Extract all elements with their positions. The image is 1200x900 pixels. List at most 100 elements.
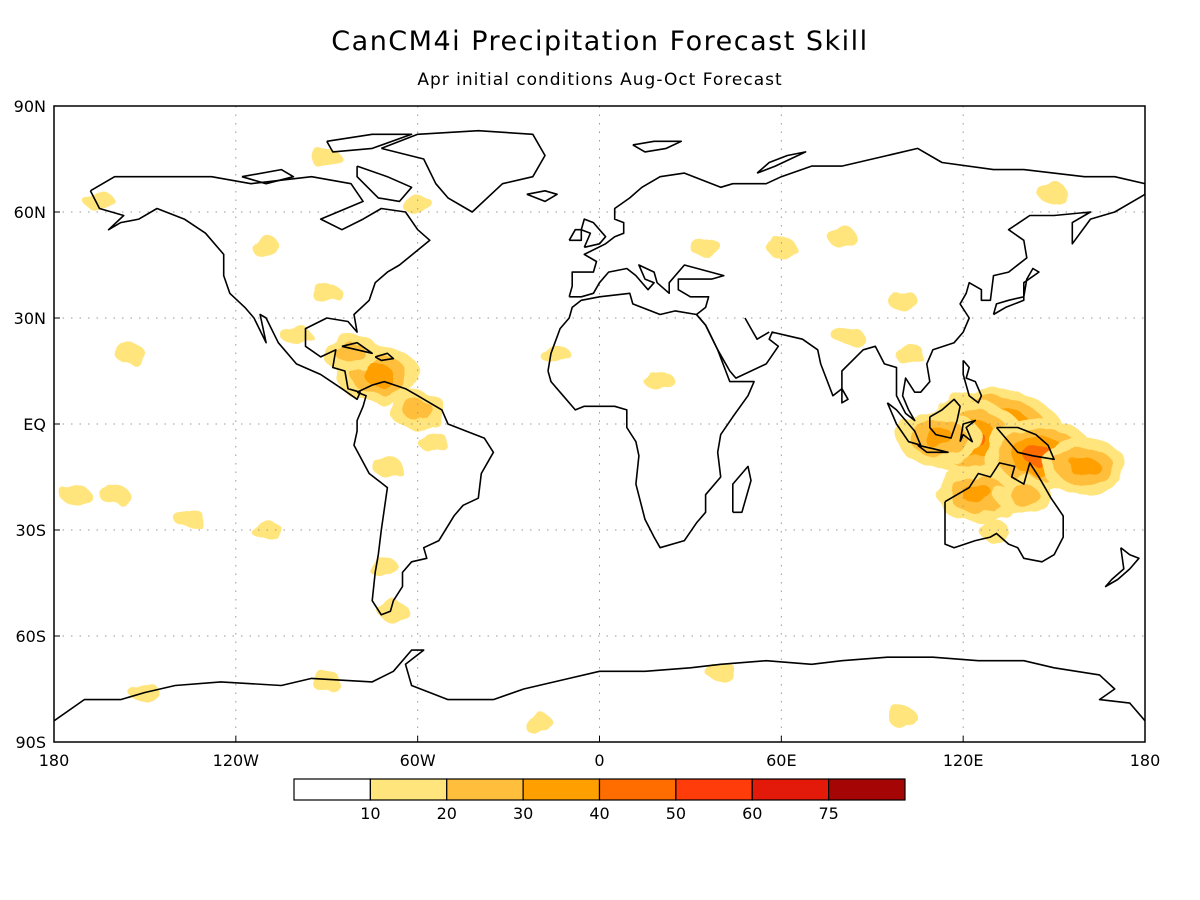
skill-region-13-level-1: [417, 431, 448, 452]
skill-region-10-level-3: [363, 364, 394, 385]
coastline-greenland: [381, 129, 546, 213]
coastline-baffin: [356, 165, 413, 203]
lat-tick-label-6: 90S: [15, 733, 46, 752]
skill-region-9-level-1: [833, 325, 864, 346]
skill-region-4-level-3: [1069, 456, 1100, 477]
skill-region-11-level-2: [335, 343, 366, 364]
lon-tick-label-5: 120E: [943, 751, 984, 770]
colorbar-swatch-1: [369, 778, 448, 801]
lon-tick-label-3: 0: [594, 751, 604, 770]
coastline-borneo: [929, 398, 961, 439]
coastline-ireland: [568, 228, 583, 242]
lat-tick-label-4: 30S: [15, 521, 46, 540]
skill-region-33-level-1: [887, 290, 918, 311]
skill-region-22-level-1: [84, 191, 115, 212]
skill-region-8-level-1: [893, 343, 924, 364]
skill-region-17-level-1: [281, 325, 312, 346]
graticule: [54, 106, 1145, 742]
coastline-north-america: [89, 175, 431, 401]
colorbar-label-4: 50: [666, 804, 686, 823]
colorbar-swatch-6: [751, 778, 830, 801]
lat-tick-label-3: EQ: [23, 415, 46, 434]
skill-region-15-level-1: [366, 555, 397, 576]
skill-region-7-level-1: [978, 520, 1009, 540]
skill-region-14-level-1: [372, 456, 403, 477]
skill-region-12-level-2: [402, 399, 433, 420]
colorbar-label-6: 75: [818, 804, 838, 823]
longitude-labels: 180 120W 60W 0 60E 120E 180: [39, 736, 1161, 770]
skill-region-3-level-3: [923, 428, 954, 449]
skill-region-34-level-1: [1039, 184, 1070, 205]
coastline-arabia-gulf: [744, 317, 770, 340]
coastline-new-guinea: [995, 426, 1055, 461]
skill-region-16-level-1: [378, 601, 409, 622]
colorbar-label-0: 10: [360, 804, 380, 823]
lat-tick-label-1: 60N: [14, 203, 46, 222]
coastline-south-america: [353, 380, 495, 616]
coastline-iceland: [526, 190, 558, 203]
skill-region-32-level-1: [826, 226, 857, 247]
lat-tick-label-0: 90N: [14, 97, 46, 116]
skill-region-36-level-1: [887, 707, 918, 728]
coastline-ellesmere: [326, 133, 413, 153]
skill-region-31-level-1: [766, 237, 797, 258]
coastline-sulawesi: [959, 419, 977, 443]
colorbar-swatch-5: [675, 778, 753, 801]
lon-tick-label-2: 60W: [400, 751, 436, 770]
latitude-labels: 90N 60N 30N EQ 30S 60S 90S: [14, 97, 60, 752]
coastline-hispaniola: [374, 352, 395, 362]
colorbar-label-1: 20: [437, 804, 457, 823]
skill-region-29-level-1: [645, 371, 676, 392]
skill-region-5-level-3: [963, 484, 994, 505]
chart-subtitle: Apr initial conditions Aug-Oct Forecast: [417, 70, 783, 90]
coastline-antarctica: [54, 649, 1145, 722]
colorbar: 10 20 30 40 50 60 75: [293, 778, 906, 823]
colorbar-swatch-2: [446, 778, 524, 801]
colorbar-label-2: 30: [513, 804, 533, 823]
coastline-novaya-zemlya: [756, 151, 807, 174]
coastline-eurasia: [568, 147, 1145, 422]
coastline-uk: [580, 218, 607, 249]
skill-region-35-level-1: [705, 661, 736, 682]
skill-region-25-level-1: [99, 484, 130, 505]
coastline-africa: [547, 292, 755, 549]
coastline-cuba: [341, 341, 373, 355]
coastline-victoria-island: [241, 168, 295, 185]
lon-tick-label-1: 120W: [213, 751, 260, 770]
lat-tick-label-5: 60S: [15, 627, 46, 646]
skill-region-27-level-1: [251, 520, 282, 540]
colorbar-swatch-0: [293, 778, 371, 801]
lon-tick-label-4: 60E: [766, 751, 796, 770]
skill-region-21-level-1: [402, 194, 433, 215]
skill-region-38-level-1: [311, 671, 342, 692]
skill-region-24-level-1: [60, 484, 91, 505]
colorbar-label-5: 60: [742, 804, 762, 823]
skill-region-26-level-1: [175, 509, 206, 530]
coastline-java: [917, 444, 949, 454]
coastline-australia: [944, 462, 1064, 563]
lat-tick-label-2: 30N: [14, 309, 46, 328]
coastline-philippines: [962, 359, 983, 404]
skill-region-30-level-1: [690, 237, 721, 258]
skill-region-28-level-1: [539, 343, 570, 364]
coastline-japan: [992, 267, 1040, 316]
coastline-madagascar: [732, 465, 752, 514]
colorbar-swatch-7: [828, 778, 906, 801]
lon-tick-label-0: 180: [39, 751, 70, 770]
skill-region-6-level-2: [1008, 484, 1039, 505]
coastline-sri-lanka: [841, 388, 849, 404]
colorbar-swatch-4: [598, 778, 677, 801]
coastline-svalbard: [632, 140, 683, 153]
skill-region-23-level-1: [114, 343, 145, 364]
colorbar-label-3: 40: [589, 804, 609, 823]
coastlines: [54, 129, 1145, 722]
skill-region-39-level-1: [523, 714, 554, 735]
colorbar-swatch-3: [522, 778, 601, 801]
skill-region-20-level-1: [311, 149, 342, 169]
skill-region-19-level-1: [251, 237, 282, 258]
coastline-new-zealand: [1104, 547, 1140, 588]
lon-tick-label-6: 180: [1130, 751, 1161, 770]
chart-title: CanCM4i Precipitation Forecast Skill: [331, 26, 869, 57]
skill-region-18-level-1: [311, 283, 342, 304]
